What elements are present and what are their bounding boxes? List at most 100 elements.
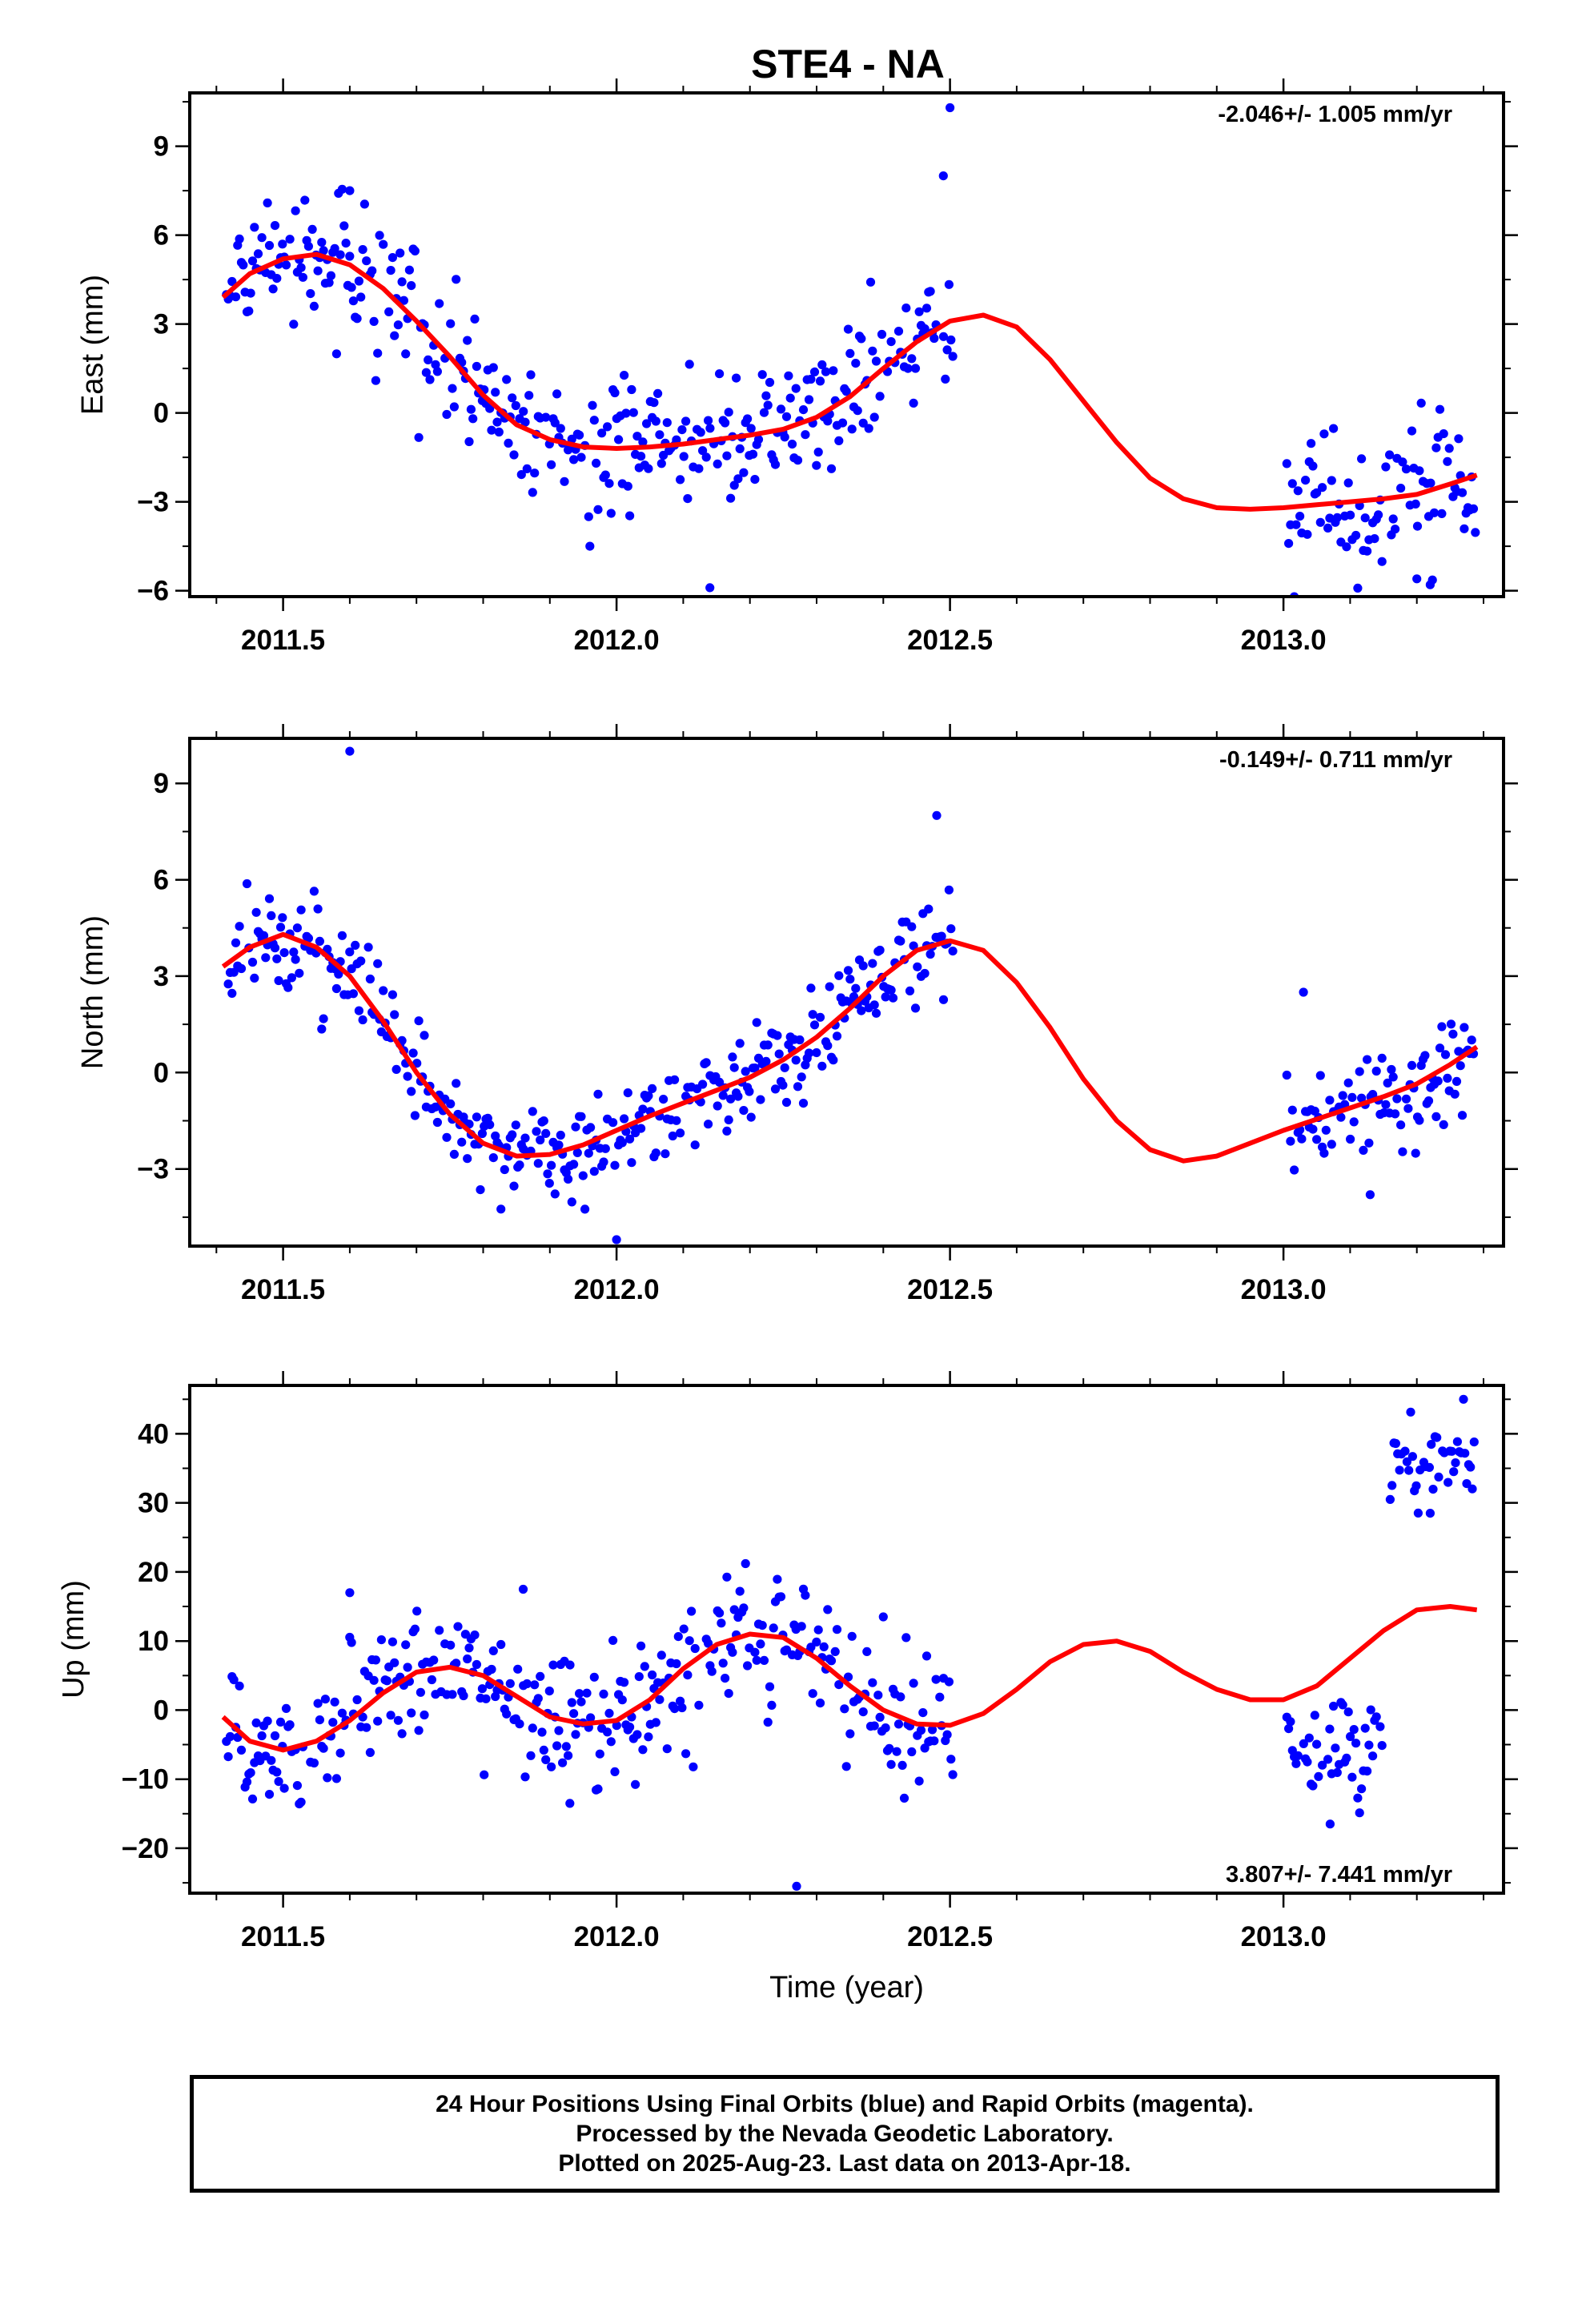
data-point: [817, 360, 827, 370]
data-point: [832, 1625, 842, 1634]
data-point: [694, 464, 704, 473]
data-point: [806, 374, 816, 384]
data-point: [801, 1590, 810, 1600]
data-point: [279, 1783, 289, 1793]
data-point: [948, 352, 958, 361]
data-point: [946, 924, 956, 934]
data-point: [268, 284, 278, 294]
data-point: [651, 1718, 661, 1727]
data-point: [642, 419, 652, 428]
data-point: [620, 371, 629, 380]
data-point: [770, 1084, 781, 1094]
data-point: [715, 369, 725, 379]
data-point: [1329, 1701, 1339, 1711]
data-point: [769, 1623, 778, 1633]
data-point: [487, 425, 496, 435]
data-point: [826, 464, 837, 473]
data-point: [627, 1158, 636, 1168]
data-point: [358, 1712, 367, 1722]
data-point: [519, 407, 528, 416]
data-point: [1315, 1071, 1325, 1080]
data-point: [488, 1153, 498, 1163]
data-point: [371, 376, 380, 385]
data-point: [733, 1092, 743, 1101]
data-point: [1368, 1090, 1378, 1100]
data-point: [550, 418, 560, 428]
data-point: [767, 1700, 777, 1710]
data-point: [1368, 1751, 1378, 1761]
data-point: [1312, 488, 1322, 497]
data-point: [1312, 1135, 1322, 1144]
data-point: [548, 1660, 558, 1670]
data-point: [759, 408, 769, 417]
data-point: [387, 1637, 397, 1647]
data-point: [722, 451, 732, 460]
data-point: [620, 1114, 629, 1124]
data-point: [1406, 1407, 1415, 1417]
plot-area: [221, 103, 1480, 597]
data-point: [750, 1063, 760, 1073]
data-point: [1460, 1023, 1469, 1032]
data-point: [303, 934, 313, 943]
data-point: [552, 389, 562, 399]
data-point: [689, 1762, 698, 1771]
data-point: [373, 348, 383, 358]
data-point: [575, 1689, 584, 1699]
data-point: [681, 1749, 691, 1759]
data-point: [1407, 1060, 1417, 1070]
data-point: [1391, 525, 1400, 534]
data-point: [371, 1655, 380, 1665]
data-point: [1439, 429, 1448, 439]
data-point: [806, 983, 816, 993]
data-point: [914, 307, 924, 316]
data-point: [625, 511, 635, 521]
data-point: [1342, 542, 1351, 552]
y-tick-label: 30: [138, 1488, 169, 1519]
data-point: [396, 248, 405, 258]
data-point: [1398, 457, 1407, 467]
data-point: [235, 922, 244, 931]
data-point: [679, 1624, 689, 1634]
y-tick-label: 40: [138, 1418, 169, 1449]
data-point: [576, 1112, 586, 1121]
data-point: [408, 1048, 418, 1058]
north-panel: 2011.5 2012.0 2012.5 2013.0 −3 0 3 6 9 North (mm)…: [76, 724, 1518, 1305]
y-tick-label: −6: [137, 576, 169, 607]
plot-frame: [188, 91, 1505, 598]
data-point: [1391, 1438, 1400, 1449]
data-point: [741, 1558, 750, 1569]
data-point: [337, 1708, 347, 1718]
data-point: [390, 1010, 400, 1019]
data-point: [530, 468, 540, 478]
data-point: [746, 1112, 756, 1122]
data-point: [554, 1726, 564, 1735]
data-point: [942, 345, 952, 355]
data-point: [481, 1694, 491, 1703]
data-point: [732, 373, 741, 383]
data-point: [634, 1672, 644, 1682]
data-point: [913, 962, 922, 971]
data-point: [326, 271, 335, 280]
data-point: [236, 963, 247, 974]
caption-box: 24 Hour Positions Using Final Orbits (bl…: [190, 2075, 1500, 2193]
data-point: [414, 1016, 424, 1026]
data-point: [903, 364, 913, 373]
data-point: [283, 983, 293, 992]
data-point: [707, 1667, 717, 1676]
y-tick-label: −10: [122, 1764, 169, 1795]
data-point: [893, 1719, 904, 1729]
data-point: [705, 424, 715, 433]
data-point: [569, 455, 579, 464]
y-tick-label: 0: [154, 1695, 169, 1726]
data-point: [676, 475, 685, 485]
data-point: [694, 1700, 704, 1710]
data-point: [948, 947, 958, 956]
data-point: [735, 1586, 745, 1596]
data-point: [808, 1010, 817, 1019]
data-point: [1295, 512, 1305, 521]
data-point: [536, 1135, 545, 1145]
data-point: [358, 1015, 367, 1025]
data-point: [319, 1743, 328, 1753]
data-point: [1415, 1116, 1424, 1125]
data-point: [393, 1715, 403, 1725]
